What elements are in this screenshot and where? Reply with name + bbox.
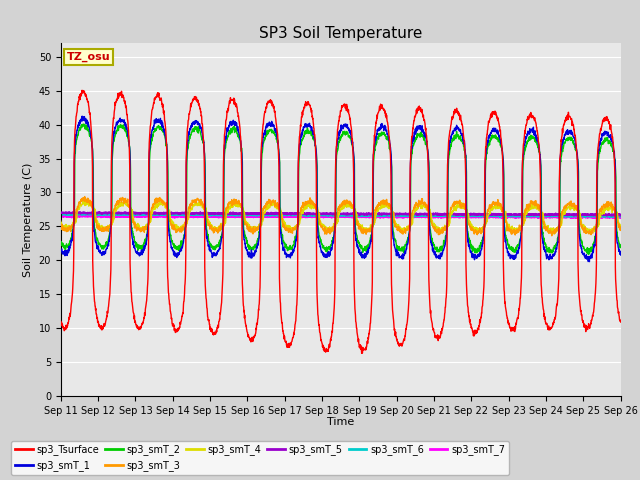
sp3_smT_7 [584, 215, 591, 220]
sp3_smT_5 [617, 213, 625, 218]
Line: sp3_smT_1: sp3_smT_1 [61, 116, 621, 262]
sp3_smT_2 [584, 252, 592, 257]
sp3_smT_4 [357, 225, 365, 230]
sp3_smT_7 [617, 215, 625, 220]
sp3_smT_6 [504, 213, 511, 218]
sp3_smT_4 [504, 223, 511, 229]
sp3_smT_7 [244, 212, 252, 218]
sp3_smT_2 [568, 137, 575, 143]
sp3_smT_1 [568, 128, 575, 134]
sp3_smT_5 [607, 213, 615, 218]
sp3_smT_3 [504, 226, 511, 231]
sp3_smT_5 [568, 212, 575, 217]
sp3_smT_1 [617, 252, 625, 258]
Title: SP3 Soil Temperature: SP3 Soil Temperature [259, 25, 422, 41]
sp3_smT_1 [78, 113, 86, 119]
sp3_smT_6 [213, 212, 221, 218]
sp3_smT_5 [57, 210, 65, 216]
sp3_smT_7 [568, 215, 575, 221]
Line: sp3_smT_4: sp3_smT_4 [61, 199, 621, 234]
sp3_smT_4 [369, 222, 377, 228]
sp3_smT_6 [568, 213, 575, 219]
sp3_Tsurface [78, 87, 86, 93]
sp3_smT_2 [357, 246, 365, 252]
sp3_smT_2 [213, 242, 221, 248]
sp3_smT_6 [125, 210, 133, 216]
sp3_smT_1 [504, 249, 511, 255]
sp3_Tsurface [370, 147, 378, 153]
sp3_Tsurface [568, 117, 575, 123]
sp3_Tsurface [584, 324, 591, 330]
sp3_smT_3 [369, 219, 377, 225]
sp3_smT_1 [586, 259, 593, 264]
sp3_smT_3 [213, 228, 221, 234]
sp3_smT_7 [357, 213, 365, 219]
sp3_smT_3 [568, 204, 575, 209]
sp3_smT_7 [213, 214, 221, 220]
sp3_smT_1 [583, 255, 591, 261]
sp3_smT_3 [81, 194, 88, 200]
sp3_smT_5 [213, 211, 221, 216]
sp3_smT_2 [583, 250, 591, 255]
sp3_smT_1 [369, 152, 377, 157]
sp3_smT_1 [357, 251, 365, 256]
sp3_Tsurface [57, 319, 65, 324]
sp3_smT_6 [357, 213, 365, 218]
sp3_smT_3 [584, 229, 591, 235]
X-axis label: Time: Time [327, 417, 355, 427]
sp3_smT_7 [369, 214, 377, 219]
Text: TZ_osu: TZ_osu [67, 52, 110, 62]
Line: sp3_smT_5: sp3_smT_5 [61, 212, 621, 216]
sp3_smT_7 [504, 214, 511, 220]
sp3_smT_4 [550, 231, 558, 237]
sp3_smT_2 [80, 121, 88, 127]
sp3_smT_3 [357, 225, 365, 231]
sp3_smT_2 [57, 239, 65, 245]
sp3_smT_7 [57, 214, 65, 219]
sp3_Tsurface [357, 345, 365, 351]
sp3_smT_2 [617, 244, 625, 250]
sp3_Tsurface [213, 324, 221, 330]
sp3_smT_4 [79, 196, 87, 202]
sp3_smT_5 [357, 211, 365, 217]
Line: sp3_Tsurface: sp3_Tsurface [61, 90, 621, 353]
sp3_smT_6 [583, 213, 591, 219]
sp3_smT_6 [369, 212, 377, 218]
sp3_smT_5 [504, 212, 511, 217]
sp3_smT_1 [213, 251, 221, 256]
sp3_smT_4 [617, 222, 625, 228]
Line: sp3_smT_2: sp3_smT_2 [61, 124, 621, 254]
Line: sp3_smT_6: sp3_smT_6 [61, 213, 621, 217]
sp3_smT_5 [369, 211, 377, 217]
sp3_smT_6 [617, 213, 625, 218]
sp3_smT_6 [608, 214, 616, 220]
Legend: sp3_Tsurface, sp3_smT_1, sp3_smT_2, sp3_smT_3, sp3_smT_4, sp3_smT_5, sp3_smT_6, : sp3_Tsurface, sp3_smT_1, sp3_smT_2, sp3_… [12, 441, 509, 475]
Line: sp3_smT_3: sp3_smT_3 [61, 197, 621, 236]
sp3_smT_6 [57, 211, 65, 216]
sp3_smT_5 [196, 209, 204, 215]
sp3_smT_5 [583, 212, 591, 218]
Y-axis label: Soil Temperature (C): Soil Temperature (C) [23, 162, 33, 277]
sp3_smT_1 [57, 248, 65, 253]
sp3_Tsurface [504, 320, 512, 325]
sp3_smT_3 [617, 228, 625, 233]
sp3_smT_4 [568, 204, 575, 210]
sp3_smT_7 [568, 215, 575, 221]
sp3_smT_4 [57, 218, 65, 224]
sp3_smT_4 [584, 226, 591, 232]
sp3_Tsurface [358, 350, 365, 356]
Line: sp3_smT_7: sp3_smT_7 [61, 215, 621, 218]
sp3_smT_3 [57, 222, 65, 228]
sp3_smT_2 [504, 241, 511, 247]
sp3_smT_2 [369, 170, 377, 176]
sp3_Tsurface [617, 319, 625, 325]
sp3_smT_3 [548, 233, 556, 239]
sp3_smT_4 [213, 227, 221, 233]
